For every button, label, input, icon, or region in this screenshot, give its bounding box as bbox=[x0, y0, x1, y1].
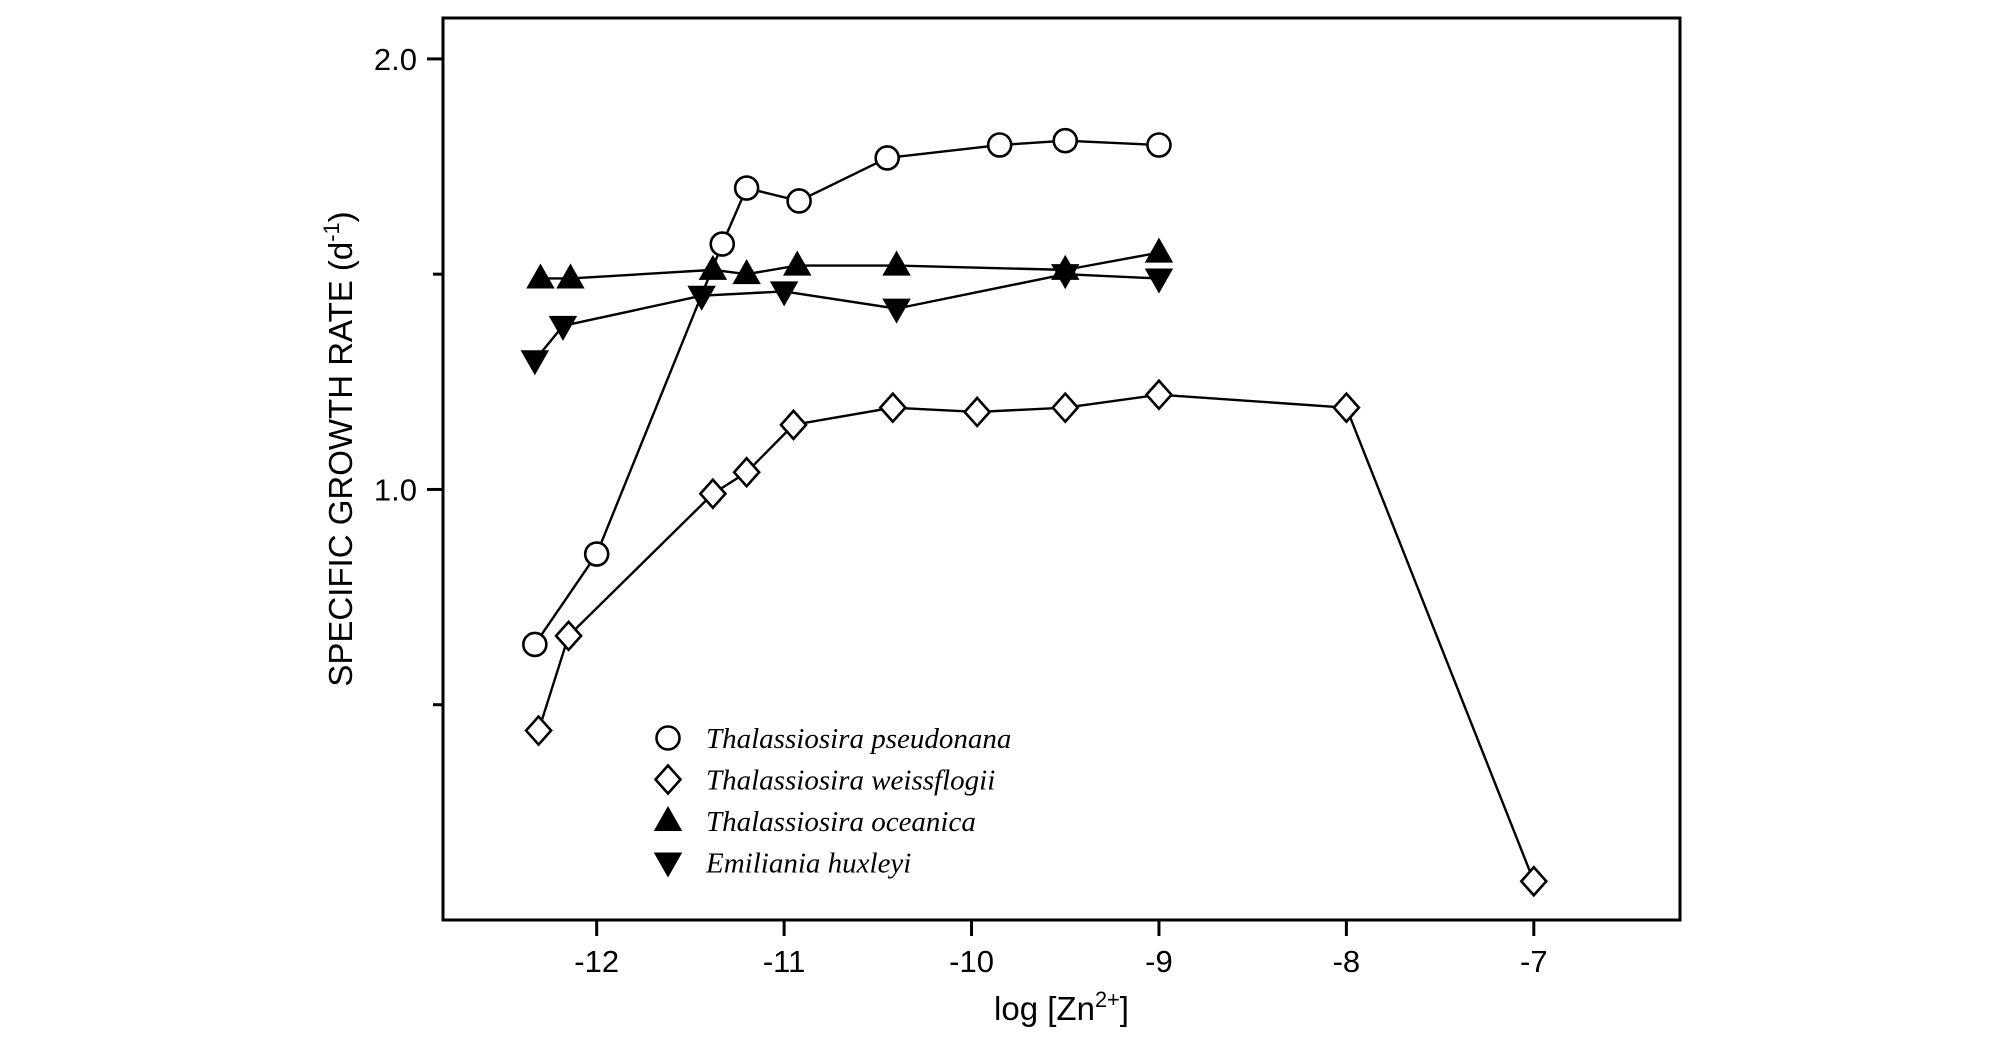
series-marker-pseudonana bbox=[1146, 132, 1172, 158]
series-marker-huxleyi bbox=[548, 315, 578, 341]
series-marker-weissflogii bbox=[1519, 865, 1549, 898]
series-marker-pseudonana bbox=[522, 631, 548, 658]
y-tick-label: 2.0 bbox=[374, 42, 417, 77]
series-marker-huxleyi bbox=[882, 298, 911, 324]
series-marker-weissflogii bbox=[698, 477, 728, 510]
series-marker-oceanica bbox=[556, 263, 585, 289]
series-marker-huxleyi bbox=[1144, 268, 1174, 294]
series-marker-huxleyi bbox=[687, 285, 716, 311]
legend-label-huxleyi: Emiliania huxleyi bbox=[705, 848, 911, 880]
y-tick-label: 1.0 bbox=[374, 472, 417, 507]
series-marker-oceanica bbox=[783, 250, 812, 276]
legend-label-oceanica: Thalassiosira oceanica bbox=[706, 806, 976, 838]
series-marker-weissflogii bbox=[554, 619, 583, 652]
series-marker-pseudonana bbox=[986, 132, 1013, 158]
series-marker-pseudonana bbox=[709, 231, 736, 257]
series-marker-weissflogii bbox=[1051, 391, 1080, 424]
legend-marker-oceanica bbox=[653, 805, 683, 831]
legend-marker-pseudonana bbox=[655, 725, 681, 751]
series-marker-oceanica bbox=[698, 254, 728, 280]
legend-marker-weissflogii bbox=[653, 763, 683, 796]
series-marker-weissflogii bbox=[732, 456, 761, 489]
series-marker-oceanica bbox=[526, 263, 555, 289]
x-axis-title: log [Zn2+] bbox=[994, 987, 1129, 1027]
x-tick-label: -11 bbox=[763, 944, 806, 979]
series-line-oceanica bbox=[540, 251, 1160, 280]
series-marker-oceanica bbox=[882, 250, 911, 276]
plot-frame bbox=[441, 16, 1682, 922]
series-marker-huxleyi bbox=[1051, 264, 1080, 290]
series-marker-weissflogii bbox=[1144, 378, 1174, 411]
series-marker-oceanica bbox=[732, 259, 761, 285]
series-marker-weissflogii bbox=[524, 714, 553, 747]
series-marker-weissflogii bbox=[1332, 391, 1361, 424]
series-marker-weissflogii bbox=[878, 391, 908, 424]
series-marker-pseudonana bbox=[1052, 127, 1079, 154]
series-marker-huxleyi bbox=[520, 350, 550, 376]
series-marker-pseudonana bbox=[874, 145, 900, 171]
series-marker-weissflogii bbox=[962, 396, 992, 428]
legend-label-weissflogii: Thalassiosira weissflogii bbox=[706, 765, 995, 797]
series-marker-pseudonana bbox=[786, 188, 812, 214]
x-tick-label: -9 bbox=[1145, 944, 1173, 979]
legend-label-pseudonana: Thalassiosira pseudonana bbox=[706, 723, 1011, 755]
x-tick-label: -7 bbox=[1520, 944, 1548, 979]
series-marker-pseudonana bbox=[583, 541, 610, 567]
series-marker-pseudonana bbox=[733, 175, 760, 201]
x-tick-label: -10 bbox=[949, 944, 994, 979]
y-axis-title: SPECIFIC GROWTH RATE (d-1) bbox=[319, 211, 359, 686]
series-line-weissflogii bbox=[537, 393, 1535, 882]
x-tick-label: -8 bbox=[1333, 944, 1361, 979]
legend-marker-huxleyi bbox=[653, 852, 683, 878]
series-marker-oceanica bbox=[1144, 237, 1174, 263]
x-tick-label: -12 bbox=[574, 944, 619, 979]
series-marker-huxleyi bbox=[769, 281, 799, 307]
series-marker-weissflogii bbox=[779, 408, 808, 441]
